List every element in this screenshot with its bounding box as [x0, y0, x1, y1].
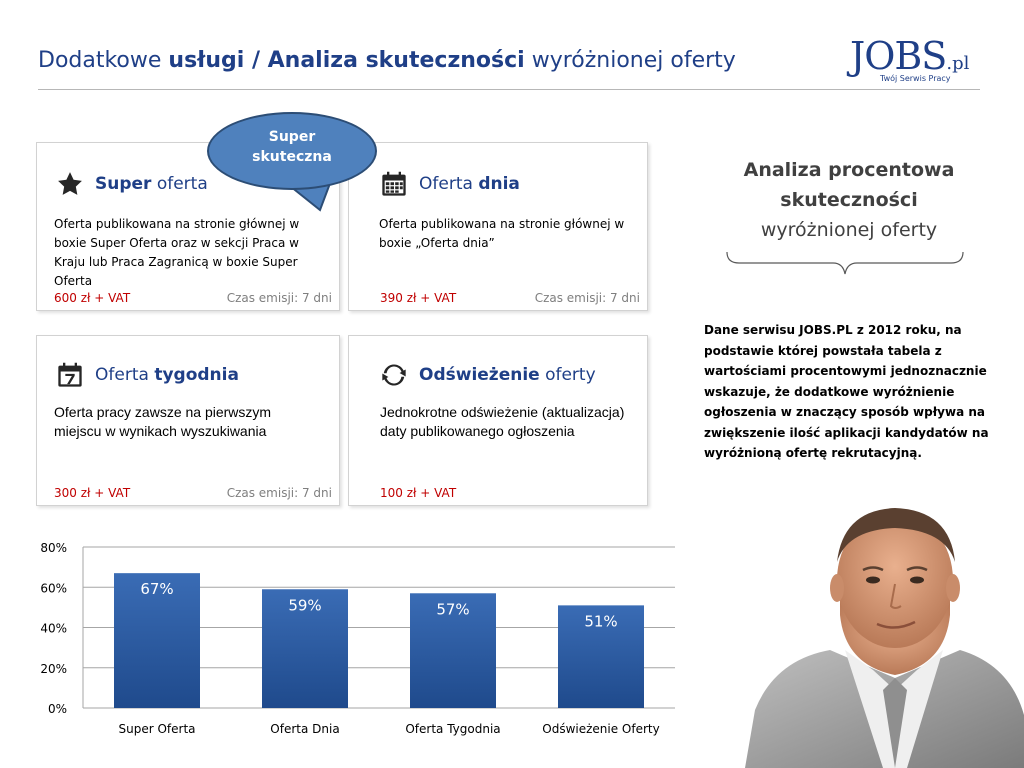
card-emission-time: Czas emisji: 7 dni	[226, 291, 332, 305]
y-tick-label: 60%	[40, 581, 67, 595]
card-price: 100 zł + VAT	[380, 486, 457, 500]
side-heading-line-2: skuteczności	[780, 189, 918, 211]
x-category-label: Oferta Tygodnia	[405, 722, 500, 736]
card-description: Oferta publikowana na stronie głównej w …	[54, 217, 300, 288]
bar-3	[410, 593, 496, 708]
bar-4	[558, 605, 644, 708]
effectiveness-bar-chart: 0% 20% 40% 60% 80% 67% Super Oferta 59% Oferta D…	[40, 541, 675, 736]
card-oferta-tygodnia: Oferta tygodnia Oferta pracy zawsze na p…	[36, 335, 340, 506]
bar-1	[114, 573, 200, 708]
super-skuteczna-bubble: Super skuteczna	[207, 112, 377, 190]
businessman-photo	[745, 508, 1024, 768]
card-price: 600 zł + VAT	[54, 291, 131, 305]
jobs-logo: JOBS.pl Twój Serwis Pracy	[850, 34, 969, 84]
bubble-text-line-1: Super	[268, 129, 316, 145]
title-part-1: Dodatkowe	[38, 48, 169, 73]
card-odswiezenie-oferty: Odświeżenie oferty Jednokrotne odświeżen…	[348, 335, 648, 506]
title-part-2: usługi / Analiza skuteczności	[168, 48, 525, 73]
title-part-3: wyróżnionej oferty	[524, 48, 736, 73]
calendar-icon	[379, 169, 409, 199]
x-category-label: Odświeżenie Oferty	[542, 722, 659, 736]
bar-value-label: 59%	[288, 596, 321, 614]
bar-value-label: 67%	[140, 580, 173, 598]
logo-tagline: Twój Serwis Pracy	[880, 74, 951, 83]
bar-2	[262, 589, 348, 708]
bar-value-label: 51%	[584, 612, 617, 630]
y-tick-label: 80%	[40, 541, 67, 555]
y-tick-label: 20%	[40, 662, 67, 676]
card-emission-time: Czas emisji: 7 dni	[226, 486, 332, 500]
card-title: Oferta dnia	[419, 174, 520, 194]
side-heading: Analiza procentowa skuteczności wyróżnio…	[718, 155, 980, 245]
side-heading-line-1: Analiza procentowa	[743, 159, 955, 181]
calendar-7-icon	[55, 360, 85, 390]
bar-value-label: 57%	[436, 600, 469, 618]
x-category-label: Oferta Dnia	[270, 722, 339, 736]
card-emission-time: Czas emisji: 7 dni	[534, 291, 640, 305]
card-title: Super oferta	[95, 174, 208, 194]
side-heading-line-3: wyróżnionej oferty	[760, 219, 938, 241]
bubble-text-line-2: skuteczna	[252, 149, 332, 165]
x-category-label: Super Oferta	[118, 722, 195, 736]
curly-brace	[726, 251, 964, 275]
header-divider	[38, 89, 980, 90]
logo-text: JOBS.pl	[850, 34, 970, 78]
card-oferta-dnia: Oferta dnia Oferta publikowana na stroni…	[348, 142, 648, 311]
star-icon	[55, 169, 85, 199]
card-price: 300 zł + VAT	[54, 486, 131, 500]
y-tick-label: 0%	[48, 702, 67, 716]
card-title: Odświeżenie oferty	[419, 365, 596, 385]
card-description: Jednokrotne odświeżenie (aktualizacja) d…	[380, 404, 625, 439]
y-tick-label: 40%	[40, 622, 67, 636]
page-title: Dodatkowe usługi / Analiza skuteczności …	[38, 48, 736, 73]
side-description: Dane serwisu JOBS.PL z 2012 roku, na pod…	[704, 323, 989, 460]
card-description: Oferta pracy zawsze na pierwszym miejscu…	[54, 404, 272, 439]
card-price: 390 zł + VAT	[380, 291, 457, 305]
refresh-icon	[379, 360, 409, 390]
card-description: Oferta publikowana na stronie głównej w …	[379, 217, 625, 250]
card-title: Oferta tygodnia	[95, 365, 239, 385]
